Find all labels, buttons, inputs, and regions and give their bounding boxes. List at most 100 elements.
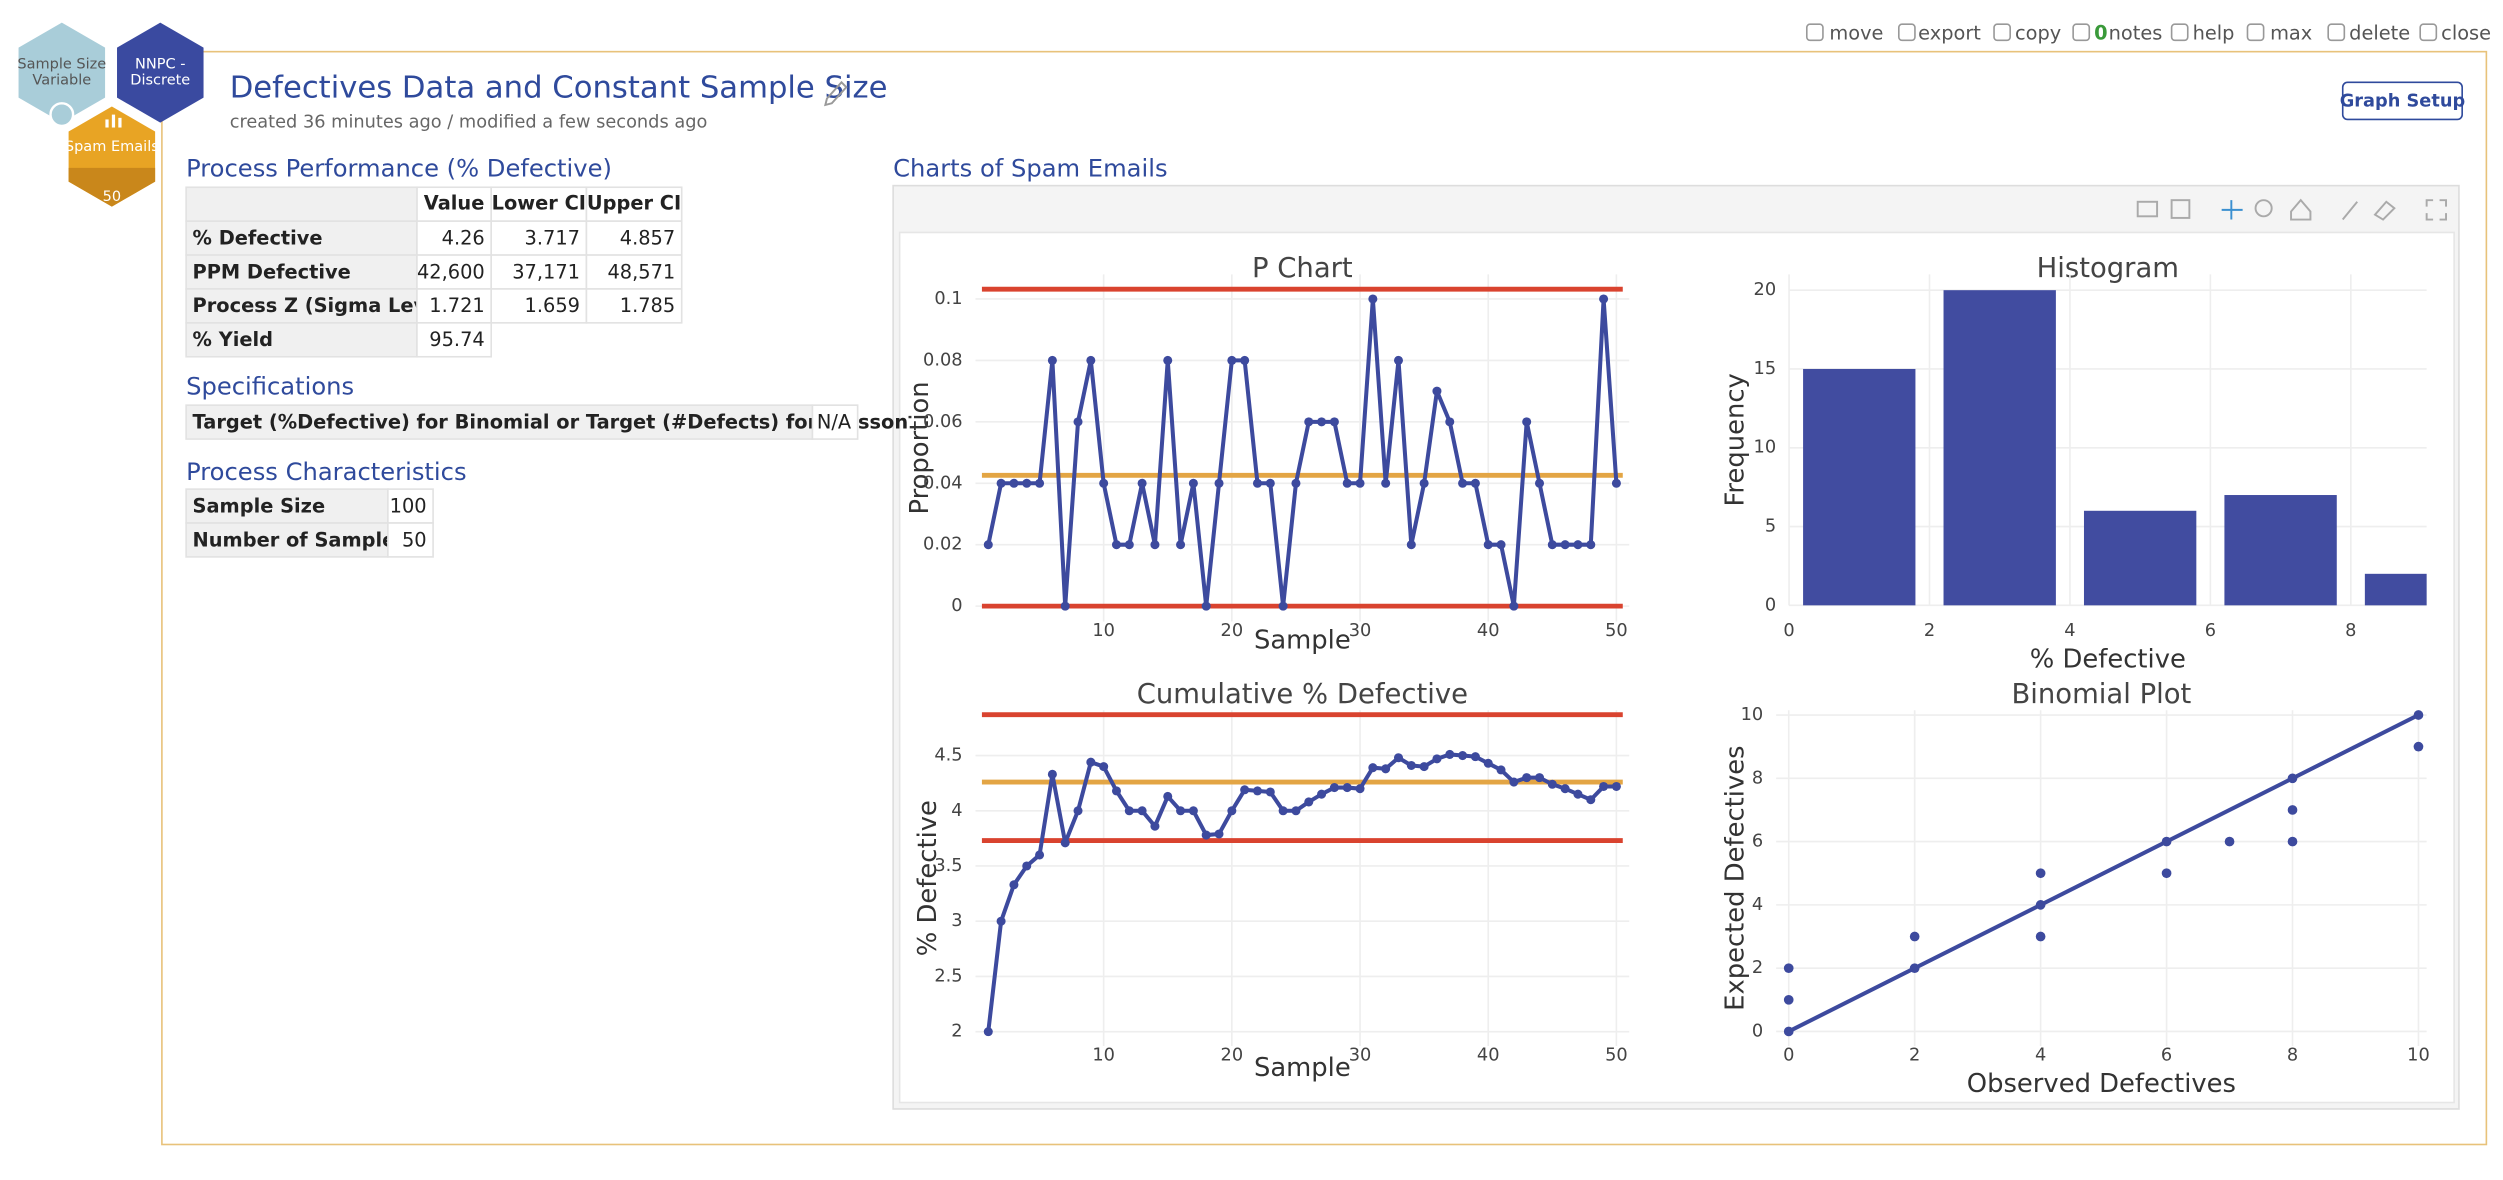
x-axis-title: Observed Defectives: [1967, 1069, 2236, 1099]
table-cell: [185, 220, 418, 256]
toolbar-label[interactable]: export: [1918, 21, 1981, 44]
table-cell: [585, 288, 683, 324]
data-point: [1342, 478, 1352, 488]
data-point: [1265, 787, 1275, 797]
camera-icon[interactable]: [2136, 200, 2159, 218]
toolbar-label[interactable]: close: [2441, 21, 2491, 44]
cell-value: 37,171: [512, 260, 580, 283]
x-tick-label: 10: [1092, 1046, 1115, 1066]
data-point: [1432, 386, 1442, 396]
data-point: [1368, 763, 1378, 773]
toolbar-icon[interactable]: [1897, 23, 1916, 42]
data-point: [1547, 779, 1557, 789]
toolbar-label[interactable]: max: [2270, 21, 2312, 44]
y-axis-title: Frequency: [1720, 373, 1750, 506]
toolbar-label[interactable]: copy: [2015, 21, 2061, 44]
data-point: [1252, 478, 1263, 488]
toolbar-label[interactable]: move: [1829, 21, 1883, 44]
table-cell: [185, 488, 389, 524]
y-axis-title: % Defective: [913, 800, 943, 956]
data-point: [996, 478, 1006, 488]
toolbar-label[interactable]: help: [2193, 21, 2235, 44]
data-point: [1086, 757, 1096, 767]
info-icon[interactable]: [49, 102, 75, 128]
draw-icon[interactable]: [2341, 201, 2358, 221]
data-point: [1047, 769, 1057, 779]
toolbar-label[interactable]: 0: [2094, 21, 2107, 44]
data-point: [1611, 781, 1621, 791]
y-tick-label: 5: [1765, 517, 1776, 537]
row-label: Sample Size: [193, 494, 326, 517]
x-tick-label: 6: [2205, 621, 2216, 641]
data-point: [1547, 540, 1557, 550]
y-tick-label: 2: [1752, 958, 1763, 978]
section-title: Process Characteristics: [186, 458, 466, 486]
x-tick-label: 30: [1349, 1046, 1372, 1066]
table-cell: [185, 254, 418, 290]
table-cell: [185, 288, 418, 324]
graph-setup-label[interactable]: Graph Setup: [2340, 92, 2465, 112]
fullscreen-icon[interactable]: [2425, 199, 2447, 221]
cell-value: 95.74: [429, 328, 484, 351]
data-point: [1291, 806, 1301, 816]
data-point: [996, 916, 1006, 926]
table-corner: [185, 186, 418, 222]
toolbar-label[interactable]: notes: [2109, 21, 2163, 44]
data-point: [1586, 540, 1596, 550]
data-point: [1458, 478, 1468, 488]
data-point: [1317, 789, 1327, 799]
x-tick-label: 50: [1605, 621, 1628, 641]
cell-value: 1.659: [525, 294, 580, 317]
home-icon[interactable]: [2290, 198, 2312, 221]
y-tick-label: 3.5: [934, 856, 962, 876]
hex-badge[interactable]: [18, 22, 106, 123]
y-tick-label: 4: [951, 801, 962, 821]
data-point: [1176, 540, 1186, 550]
x-tick-label: 4: [2035, 1046, 2046, 1066]
hex-label: Spam Emails: [65, 139, 159, 155]
toolbar-icon[interactable]: [2072, 23, 2091, 42]
data-point: [1445, 749, 1455, 759]
row-label: Number of Samples: [193, 528, 407, 551]
data-point: [2413, 741, 2424, 752]
cell-value: 3.717: [525, 226, 580, 249]
data-point: [1163, 791, 1173, 801]
bar: [2224, 495, 2337, 606]
data-point: [1278, 601, 1288, 611]
toolbar-icon[interactable]: [2246, 23, 2265, 42]
data-point: [2287, 773, 2298, 784]
edit-icon[interactable]: [824, 80, 848, 107]
data-point: [2224, 836, 2235, 847]
cell-value: 42,600: [417, 260, 485, 283]
x-tick-label: 10: [1092, 621, 1115, 641]
graph-setup-button[interactable]: [2341, 81, 2463, 121]
zoom-icon[interactable]: [2254, 199, 2273, 218]
y-tick-label: 2: [951, 1022, 962, 1042]
hex-label: Discrete: [130, 73, 190, 89]
hex-badge[interactable]: [117, 22, 204, 123]
erase-icon[interactable]: [2373, 200, 2396, 221]
toolbar-icon[interactable]: [1805, 23, 1824, 42]
chart: Binomial Plot Observed Defectives Expected…: [1720, 679, 2429, 1099]
data-point: [1291, 478, 1301, 488]
cell-value: 48,571: [607, 260, 675, 283]
toolbar-icon[interactable]: [2419, 23, 2438, 42]
data-point: [1509, 601, 1519, 611]
data-point: [1124, 806, 1134, 816]
data-point: [2161, 868, 2172, 879]
save-icon[interactable]: [2170, 199, 2191, 219]
data-point: [1073, 417, 1083, 427]
hex-band: [68, 167, 156, 207]
y-tick-label: 3: [951, 911, 962, 931]
toolbar-icon[interactable]: [2327, 23, 2346, 42]
toolbar-icon[interactable]: [2170, 23, 2189, 42]
y-tick-label: 10: [1741, 705, 1764, 725]
chart: Cumulative % Defective Sample % Defective 2…: [913, 679, 1630, 1083]
data-point: [983, 540, 993, 550]
pan-icon[interactable]: [2221, 200, 2243, 220]
toolbar-label[interactable]: delete: [2349, 21, 2410, 44]
data-point: [1073, 806, 1083, 816]
toolbar-icon[interactable]: [1993, 23, 2011, 42]
section-title: Charts of Spam Emails: [893, 154, 1167, 182]
